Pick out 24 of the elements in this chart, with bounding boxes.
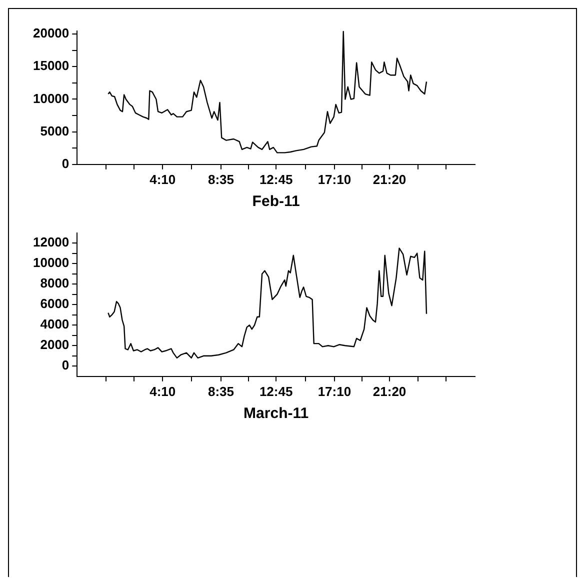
x-tick-label: 21:20	[372, 384, 406, 399]
x-tick-label: 8:35	[208, 384, 234, 399]
y-tick-label: 10000	[32, 90, 70, 106]
y-tick-label: 12000	[32, 234, 70, 250]
y-tick-label: 0	[62, 156, 70, 171]
x-tick-label: 12:45	[259, 384, 293, 399]
y-tick-label: 0	[62, 358, 70, 373]
x-tick-label: 17:10	[318, 384, 352, 399]
x-axis-title: March-11	[244, 405, 309, 422]
y-tick-label: 20000	[32, 26, 70, 41]
x-axis-title: Feb-11	[252, 193, 300, 210]
x-tick-label: 4:10	[150, 384, 176, 399]
y-tick-label: 2000	[40, 337, 70, 352]
y-tick-label: 5000	[40, 123, 70, 138]
y-tick-label: 6000	[40, 296, 70, 312]
x-tick-label: 4:10	[150, 172, 176, 187]
x-tick-label: 8:35	[208, 172, 234, 187]
y-tick-label: 15000	[32, 58, 70, 74]
x-tick-label: 21:20	[372, 172, 406, 187]
x-tick-label: 12:45	[259, 172, 293, 187]
x-tick-label: 17:10	[318, 172, 352, 187]
y-tick-label: 4000	[40, 316, 70, 332]
y-tick-label: 10000	[32, 255, 70, 270]
y-tick-label: 8000	[40, 276, 70, 291]
